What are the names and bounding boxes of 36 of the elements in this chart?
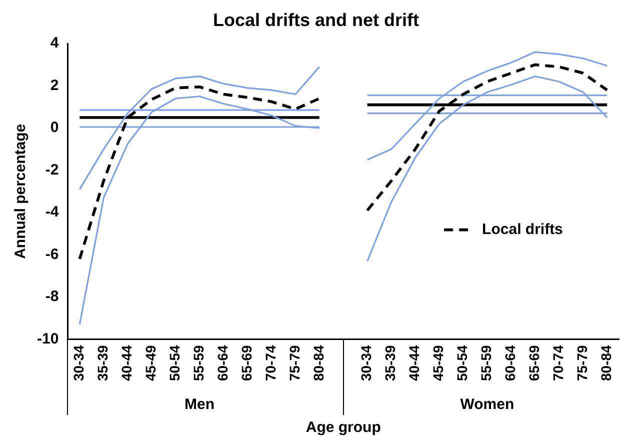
x-tick-label: 70-74 [262, 344, 278, 382]
x-tick-label: 75-79 [286, 344, 302, 382]
x-tick-label: 45-49 [430, 344, 446, 382]
x-tick-label: 60-64 [502, 344, 518, 382]
x-tick-label: 75-79 [574, 344, 590, 382]
x-tick-label: 40-44 [406, 344, 422, 382]
y-tick-label: 4 [50, 34, 60, 52]
x-tick-label: 35-39 [94, 344, 110, 382]
text: Women [460, 396, 514, 413]
x-tick-label: 45-49 [142, 344, 158, 382]
x-tick-label: 60-64 [214, 344, 230, 382]
y-tick-label: 2 [50, 76, 59, 94]
x-tick-label: 65-69 [238, 344, 254, 382]
x-tick-label: 55-59 [478, 344, 494, 382]
x-tick-label: 65-69 [526, 344, 542, 382]
y-tick-label: -2 [45, 161, 59, 178]
x-tick-label: 30-34 [70, 344, 87, 382]
y-axis-title: Annual percentage [12, 124, 30, 259]
y-tick-label: 0 [50, 119, 59, 136]
x-tick-label: 50-54 [454, 344, 470, 382]
y-tick-label: -4 [45, 204, 60, 221]
y-tick-label: -10 [36, 330, 59, 348]
y-tick-label: -6 [45, 246, 59, 263]
x-tick-label: 35-39 [382, 344, 398, 382]
x-tick-label: 50-54 [166, 344, 182, 382]
x-tick-label: 55-59 [190, 344, 206, 382]
x-tick-label: 40-44 [118, 344, 134, 382]
y-tick-label: -8 [45, 288, 59, 306]
chart-title: Local drifts and net drift [212, 10, 420, 30]
x-tick-label: 80-84 [310, 344, 326, 382]
x-tick-label: 70-74 [550, 344, 566, 382]
x-tick-label: 80-84 [598, 344, 614, 382]
x-axis-title: Age group [306, 419, 381, 436]
x-tick-label: 30-34 [358, 344, 374, 382]
text: Men [184, 396, 215, 413]
legend-label: Local drifts [482, 220, 563, 238]
